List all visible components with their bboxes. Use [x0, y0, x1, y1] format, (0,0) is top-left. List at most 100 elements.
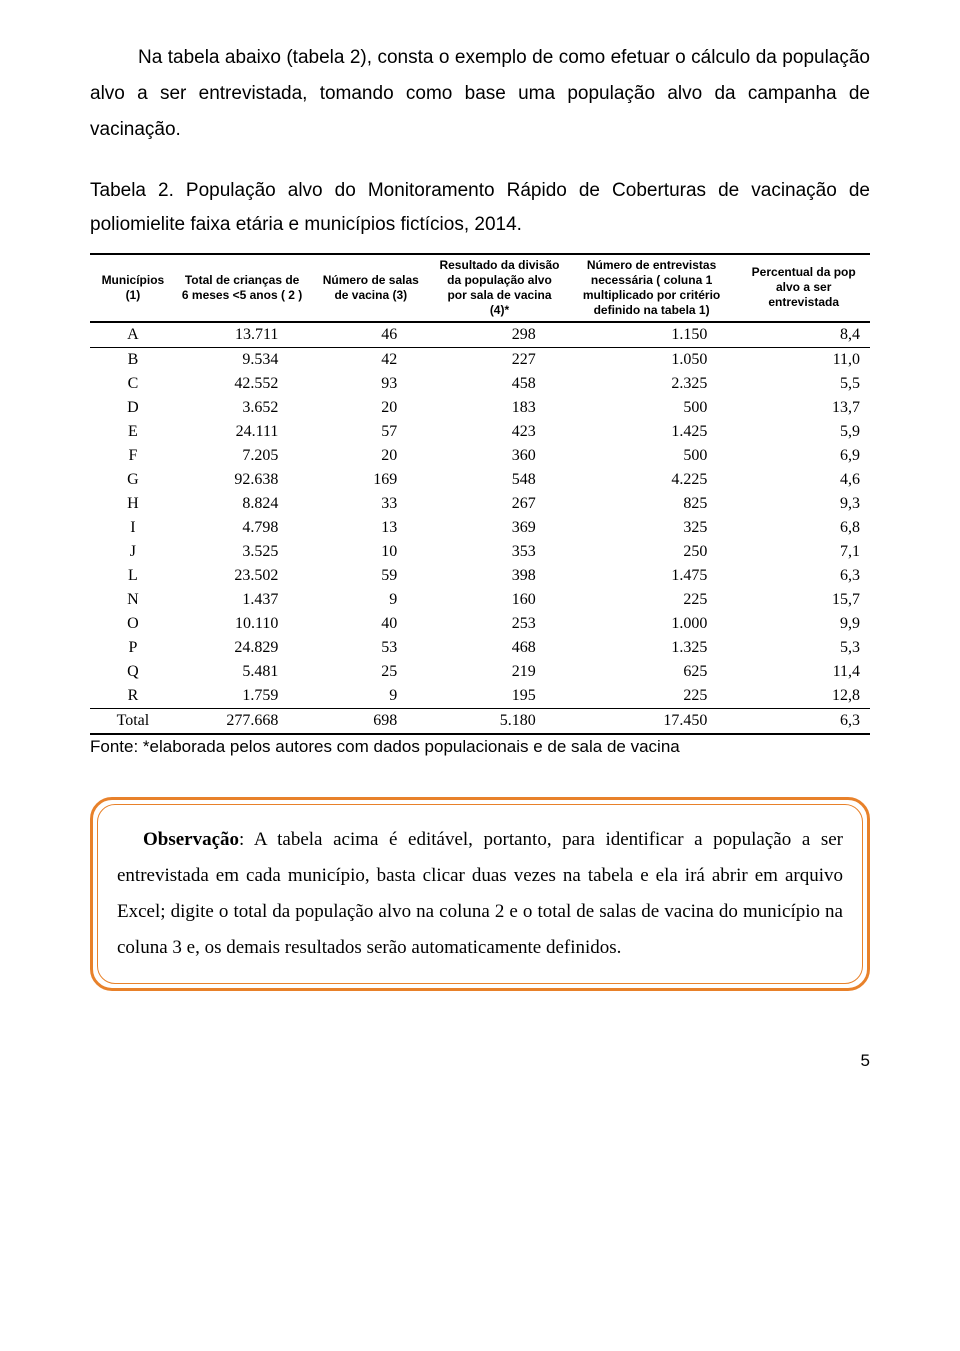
cell-c3: 59: [308, 564, 433, 588]
observation-label: Observação: [143, 829, 239, 850]
cell-c5: 325: [566, 516, 738, 540]
cell-c3: 53: [308, 636, 433, 660]
cell-mun: D: [90, 396, 176, 420]
cell-c4: 398: [433, 564, 566, 588]
cell-c3: 42: [308, 347, 433, 372]
cell-c2: 3.525: [176, 540, 309, 564]
cell-c6: 9,9: [737, 612, 870, 636]
cell-c5: 225: [566, 684, 738, 709]
cell-mun: Total: [90, 708, 176, 734]
cell-c3: 169: [308, 468, 433, 492]
table-row: B9.534422271.05011,0: [90, 347, 870, 372]
cell-c3: 57: [308, 420, 433, 444]
cell-c3: 10: [308, 540, 433, 564]
cell-c2: 8.824: [176, 492, 309, 516]
cell-c2: 24.829: [176, 636, 309, 660]
header-num-entrevistas: Número de entrevistas necessária ( colun…: [566, 254, 738, 322]
cell-c5: 250: [566, 540, 738, 564]
cell-c5: 625: [566, 660, 738, 684]
cell-c2: 13.711: [176, 322, 309, 348]
table-row: I4.798133693256,8: [90, 516, 870, 540]
table-row: F7.205203605006,9: [90, 444, 870, 468]
cell-mun: E: [90, 420, 176, 444]
header-municipios: Municípios (1): [90, 254, 176, 322]
cell-c6: 15,7: [737, 588, 870, 612]
cell-mun: C: [90, 372, 176, 396]
cell-c6: 7,1: [737, 540, 870, 564]
cell-c4: 458: [433, 372, 566, 396]
cell-c2: 10.110: [176, 612, 309, 636]
cell-c4: 360: [433, 444, 566, 468]
table-row: D3.6522018350013,7: [90, 396, 870, 420]
cell-c6: 9,3: [737, 492, 870, 516]
cell-mun: R: [90, 684, 176, 709]
cell-c4: 5.180: [433, 708, 566, 734]
cell-c5: 17.450: [566, 708, 738, 734]
cell-c4: 369: [433, 516, 566, 540]
cell-c5: 1.150: [566, 322, 738, 348]
cell-c4: 195: [433, 684, 566, 709]
cell-c2: 23.502: [176, 564, 309, 588]
cell-c3: 25: [308, 660, 433, 684]
cell-mun: G: [90, 468, 176, 492]
cell-c3: 46: [308, 322, 433, 348]
table-row: H8.824332678259,3: [90, 492, 870, 516]
cell-c2: 92.638: [176, 468, 309, 492]
cell-c5: 4.225: [566, 468, 738, 492]
table-row: J3.525103532507,1: [90, 540, 870, 564]
cell-c4: 253: [433, 612, 566, 636]
cell-c5: 1.000: [566, 612, 738, 636]
cell-c4: 227: [433, 347, 566, 372]
cell-c4: 267: [433, 492, 566, 516]
cell-c5: 225: [566, 588, 738, 612]
cell-c2: 42.552: [176, 372, 309, 396]
cell-c4: 423: [433, 420, 566, 444]
cell-mun: J: [90, 540, 176, 564]
cell-c3: 698: [308, 708, 433, 734]
table-row: E24.111574231.4255,9: [90, 420, 870, 444]
cell-c6: 12,8: [737, 684, 870, 709]
cell-c2: 1.437: [176, 588, 309, 612]
cell-c2: 24.111: [176, 420, 309, 444]
table-body: A 13.711 46 298 1.150 8,4 B9.534422271.0…: [90, 322, 870, 734]
cell-c6: 11,0: [737, 347, 870, 372]
table-row: N1.437916022515,7: [90, 588, 870, 612]
header-percentual: Percentual da pop alvo a ser entrevistad…: [737, 254, 870, 322]
cell-mun: I: [90, 516, 176, 540]
document-page: Na tabela abaixo (tabela 2), consta o ex…: [0, 0, 960, 1101]
cell-c2: 9.534: [176, 347, 309, 372]
cell-c4: 468: [433, 636, 566, 660]
cell-c5: 500: [566, 444, 738, 468]
table-row: L23.502593981.4756,3: [90, 564, 870, 588]
header-resultado: Resultado da divisão da população alvo p…: [433, 254, 566, 322]
cell-c2: 1.759: [176, 684, 309, 709]
table-row: C42.552934582.3255,5: [90, 372, 870, 396]
cell-c4: 183: [433, 396, 566, 420]
data-table: Municípios (1) Total de crianças de 6 me…: [90, 253, 870, 735]
cell-mun: F: [90, 444, 176, 468]
cell-c3: 20: [308, 396, 433, 420]
cell-c6: 6,9: [737, 444, 870, 468]
cell-mun: H: [90, 492, 176, 516]
cell-c6: 5,3: [737, 636, 870, 660]
cell-mun: N: [90, 588, 176, 612]
cell-c3: 40: [308, 612, 433, 636]
cell-c2: 4.798: [176, 516, 309, 540]
cell-c6: 4,6: [737, 468, 870, 492]
cell-c5: 1.425: [566, 420, 738, 444]
cell-c5: 825: [566, 492, 738, 516]
cell-mun: P: [90, 636, 176, 660]
table-caption: Tabela 2. População alvo do Monitorament…: [90, 174, 870, 242]
cell-c3: 20: [308, 444, 433, 468]
cell-mun: B: [90, 347, 176, 372]
cell-c4: 298: [433, 322, 566, 348]
cell-mun: L: [90, 564, 176, 588]
cell-c6: 6,8: [737, 516, 870, 540]
cell-c6: 5,9: [737, 420, 870, 444]
page-number: 5: [90, 1051, 870, 1071]
header-total-criancas: Total de crianças de 6 meses <5 anos ( 2…: [176, 254, 309, 322]
table-header: Municípios (1) Total de crianças de 6 me…: [90, 254, 870, 322]
cell-mun: A: [90, 322, 176, 348]
cell-mun: Q: [90, 660, 176, 684]
cell-c6: 6,3: [737, 564, 870, 588]
